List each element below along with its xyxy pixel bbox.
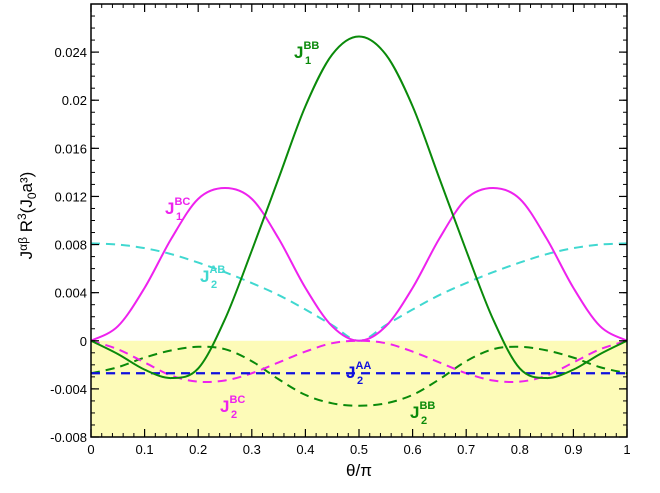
y-tick-label: 0.012 bbox=[54, 189, 87, 204]
series-label-j2bb: JBB 2 bbox=[410, 400, 435, 427]
x-tick-label: 0.2 bbox=[189, 442, 207, 457]
y-tick-label: -0.004 bbox=[50, 382, 87, 397]
y-title-open: (J bbox=[17, 199, 36, 213]
series-line-j1bc bbox=[90, 187, 628, 342]
x-tick-label: 0.5 bbox=[350, 442, 368, 457]
series-label-j2ab: JAB 2 bbox=[200, 264, 225, 291]
series-line-j2ab bbox=[90, 242, 628, 342]
y-tick-label: -0.008 bbox=[50, 430, 87, 445]
series-label-j1bc: JBC 1 bbox=[165, 196, 190, 223]
series-label-j2bc: JBC 2 bbox=[220, 394, 245, 421]
axes-layer: 0 0.1 0.2 0.3 0.4 0.5 0.6 0.7 0.8 0.9 1 -0.008 -0.00… bbox=[50, 3, 631, 457]
series-label-j2aa: JAA 2 bbox=[346, 360, 371, 387]
y-tick-label: 0.024 bbox=[54, 45, 87, 60]
x-tick-label: 0.4 bbox=[296, 442, 314, 457]
y-title-middle: R bbox=[17, 220, 36, 237]
x-tick-label: 0.6 bbox=[404, 442, 422, 457]
x-tick-label: 0.9 bbox=[564, 442, 582, 457]
x-tick-label: 1 bbox=[623, 442, 630, 457]
series-line-j1bb bbox=[90, 35, 628, 380]
y-title-sup-alphabeta: αβ bbox=[16, 237, 30, 251]
series-labels: JBB 1 JBC 1 JAB 2 JAA 2 JBC 2 JBB 2 bbox=[165, 40, 435, 427]
y-tick-label: 0 bbox=[80, 334, 87, 349]
series-label-j1bb: JBB 1 bbox=[294, 40, 319, 67]
x-tick-label: 0.3 bbox=[243, 442, 261, 457]
y-title-sup-3: 3 bbox=[15, 213, 29, 220]
y-tick-label: 0.004 bbox=[54, 286, 87, 301]
x-tick-label: 0 bbox=[87, 442, 94, 457]
y-tick-label: 0.02 bbox=[62, 93, 87, 108]
y-tick-label: 0.008 bbox=[54, 238, 87, 253]
y-title-a: a³) bbox=[17, 172, 36, 193]
x-tick-label: 0.1 bbox=[136, 442, 154, 457]
series-layer bbox=[90, 35, 628, 407]
x-tick-label: 0.8 bbox=[511, 442, 529, 457]
series-line-j2bb bbox=[90, 345, 628, 407]
shaded-negative-region bbox=[91, 340, 627, 437]
y-title-sub-0: 0 bbox=[25, 192, 39, 199]
y-axis-title: Jαβ R3(J0a³) bbox=[15, 172, 39, 260]
y-tick-label: 0.016 bbox=[54, 141, 87, 156]
x-tick-label: 0.7 bbox=[457, 442, 475, 457]
x-axis-title: θ/π bbox=[346, 461, 372, 480]
y-title-prefix: J bbox=[17, 251, 36, 260]
